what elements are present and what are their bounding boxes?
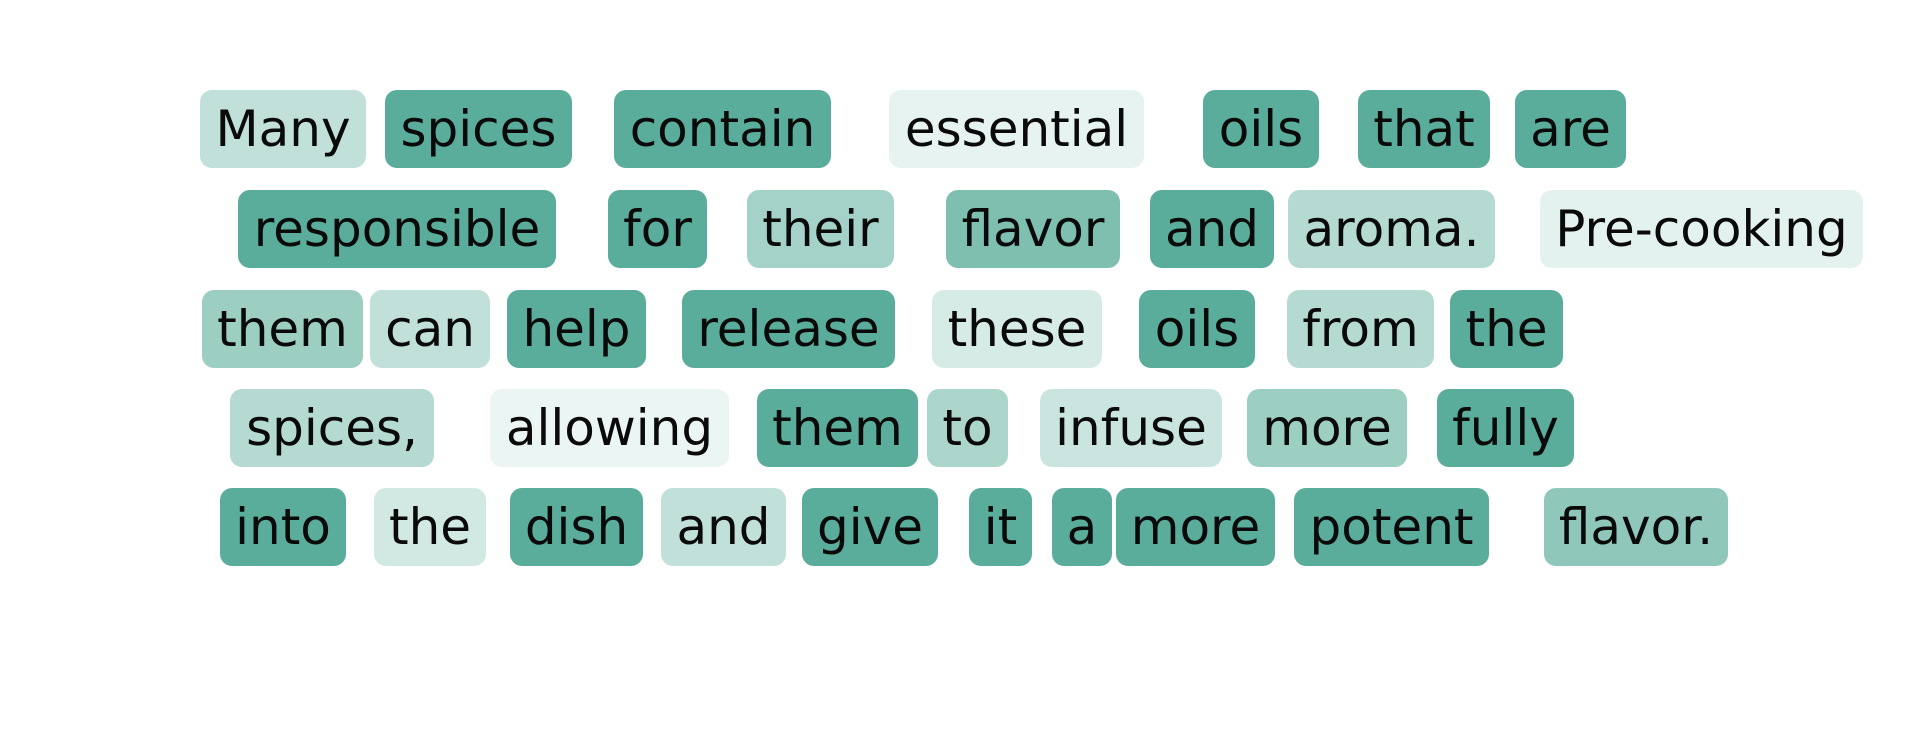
token: the [1450,290,1563,368]
token: help [507,290,646,368]
token: aroma. [1288,190,1495,268]
token: more [1116,488,1275,566]
token: flavor. [1544,488,1728,566]
token: dish [510,488,643,566]
token: oils [1139,290,1255,368]
token: it [969,488,1032,566]
token: to [927,389,1008,467]
token: infuse [1040,389,1222,467]
token: more [1247,389,1407,467]
token: spices [385,90,572,168]
token: from [1287,290,1434,368]
token: flavor [946,190,1120,268]
token: these [932,290,1102,368]
token: for [608,190,707,268]
token: give [802,488,938,566]
token: essential [889,90,1144,168]
token: are [1515,90,1626,168]
token: and [1150,190,1274,268]
token: can [370,290,490,368]
token: spices, [230,389,434,467]
token: oils [1203,90,1319,168]
token: them [757,389,918,467]
token: Pre-cooking [1540,190,1863,268]
token: a [1052,488,1112,566]
token: their [747,190,894,268]
token: responsible [238,190,556,268]
token: contain [614,90,831,168]
token: the [374,488,486,566]
token: allowing [490,389,729,467]
token: potent [1294,488,1489,566]
token: into [220,488,346,566]
token: that [1358,90,1490,168]
token: release [682,290,895,368]
token: and [661,488,786,566]
token: Many [200,90,366,168]
token: fully [1437,389,1574,467]
token: them [202,290,363,368]
